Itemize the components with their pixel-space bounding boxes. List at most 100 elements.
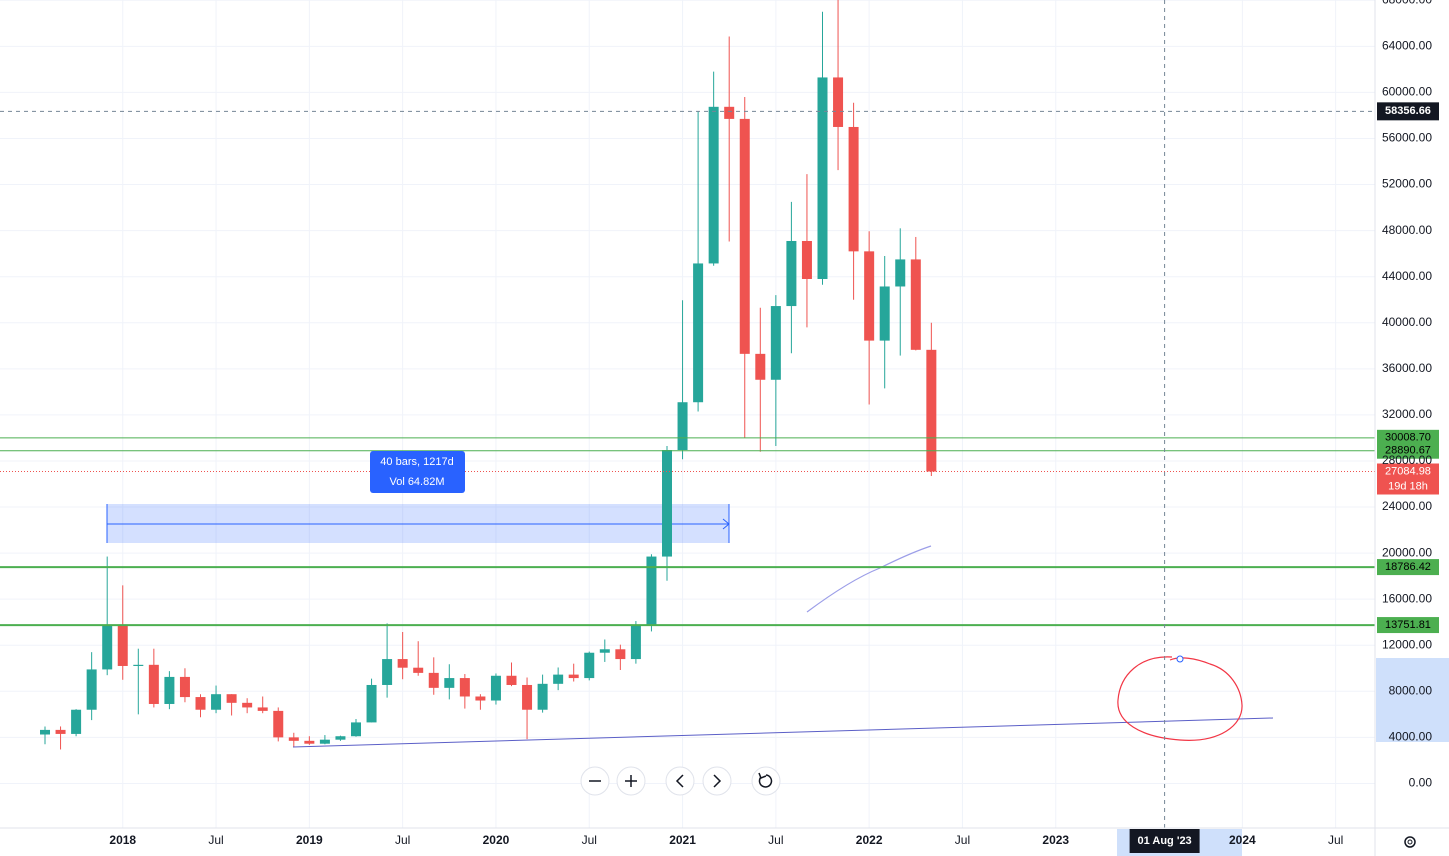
candle-body	[475, 696, 486, 701]
y-tick-label: 16000.00	[1382, 591, 1432, 605]
candle-body	[801, 240, 812, 279]
candle-body	[55, 729, 66, 734]
candle-body	[506, 675, 517, 685]
candle-body	[413, 667, 424, 673]
level-label: 30008.70	[1385, 432, 1431, 444]
candle-body	[226, 694, 237, 703]
candle-body	[817, 77, 828, 279]
candle-body	[86, 669, 97, 710]
x-tick-label: 2019	[296, 833, 323, 847]
candle-body	[926, 349, 937, 472]
scroll-right-button[interactable]	[702, 766, 732, 796]
candle-body	[490, 675, 501, 701]
candle-body	[848, 126, 859, 252]
measure-volume: Vol 64.82M	[389, 476, 444, 488]
candle-body	[148, 664, 159, 704]
measure-label-box	[370, 451, 465, 493]
candle-body	[257, 707, 268, 711]
y-tick-label: 32000.00	[1382, 407, 1432, 421]
candle-body	[755, 353, 766, 380]
x-tick-label: 2020	[483, 833, 510, 847]
candle-body	[677, 402, 688, 451]
drawing-handle[interactable]	[1176, 655, 1184, 663]
x-tick-label: Jul	[395, 833, 410, 847]
candle-body	[708, 106, 719, 264]
x-tick-label: Jul	[1328, 833, 1343, 847]
candle-body	[304, 740, 315, 744]
candle-body	[211, 694, 222, 710]
crosshair-time-box	[1129, 829, 1200, 853]
candle-body	[786, 240, 797, 307]
level-label-box	[1377, 559, 1439, 576]
candle-body	[242, 702, 253, 708]
x-tick-label: 2024	[1229, 833, 1256, 847]
reset-button[interactable]	[751, 766, 781, 796]
candle-body	[351, 722, 361, 737]
y-tick-label: 8000.00	[1389, 683, 1433, 697]
candle-body	[335, 736, 346, 740]
candle-body	[366, 684, 377, 723]
candle-body	[444, 678, 455, 688]
settings-button[interactable]	[1404, 836, 1416, 848]
candle-body	[646, 556, 657, 625]
y-tick-label: 52000.00	[1382, 177, 1432, 191]
y-tick-label: 28000.00	[1382, 453, 1432, 467]
candle-body	[40, 729, 50, 735]
candle-body	[770, 306, 781, 380]
candle-body	[568, 674, 579, 679]
candle-body	[724, 106, 735, 119]
trend-line	[292, 717, 1274, 748]
candle-body	[910, 259, 921, 350]
x-tick-label: Jul	[768, 833, 783, 847]
level-label-box	[1377, 442, 1439, 459]
candle-body	[288, 737, 299, 741]
x-tick-label: Jul	[208, 833, 223, 847]
y-tick-label: 12000.00	[1382, 637, 1432, 651]
candle-body	[459, 678, 470, 697]
y-tick-label: 0.00	[1409, 776, 1433, 790]
y-tick-label: 64000.00	[1382, 39, 1432, 53]
price-range-highlight	[1376, 658, 1449, 742]
scroll-left-button[interactable]	[665, 766, 695, 796]
y-tick-label: 4000.00	[1389, 730, 1433, 744]
level-label-box	[1377, 429, 1439, 446]
y-tick-label: 36000.00	[1382, 361, 1432, 375]
level-label: 18786.42	[1385, 561, 1431, 573]
candles	[40, 0, 937, 750]
zoom-out-button[interactable]	[580, 766, 610, 796]
candle-body	[179, 676, 190, 698]
countdown-label: 19d 18h	[1388, 480, 1428, 492]
candle-body	[164, 676, 175, 704]
level-label: 13751.81	[1385, 619, 1431, 631]
candle-body	[739, 118, 750, 354]
level-label: 28890.67	[1385, 445, 1431, 457]
measure-arrow-head	[722, 518, 730, 530]
x-tick-label: 2022	[856, 833, 883, 847]
candle-body	[599, 649, 610, 653]
x-tick-label: Jul	[582, 833, 597, 847]
crosshair-time-label: 01 Aug '23	[1138, 835, 1192, 847]
candle-body	[630, 624, 641, 660]
x-tick-label: Jul	[955, 833, 970, 847]
candle-body	[382, 659, 393, 685]
candle-body	[584, 652, 595, 679]
y-tick-label: 20000.00	[1382, 545, 1432, 559]
candle-body	[319, 739, 330, 744]
candle-body	[895, 259, 906, 287]
y-tick-label: 48000.00	[1382, 223, 1432, 237]
candle-body	[693, 263, 704, 403]
candle-body	[879, 286, 890, 341]
y-tick-label: 60000.00	[1382, 85, 1432, 99]
candle-body	[615, 649, 626, 660]
crosshair-price-label: 58356.66	[1385, 105, 1431, 117]
y-tick-label: 24000.00	[1382, 499, 1432, 513]
level-label-box	[1377, 617, 1439, 634]
candle-body	[102, 624, 113, 670]
y-tick-label: 68000.00	[1382, 0, 1432, 6]
freehand-circle	[1117, 656, 1243, 741]
zoom-in-button[interactable]	[616, 766, 646, 796]
candle-body	[662, 450, 672, 557]
